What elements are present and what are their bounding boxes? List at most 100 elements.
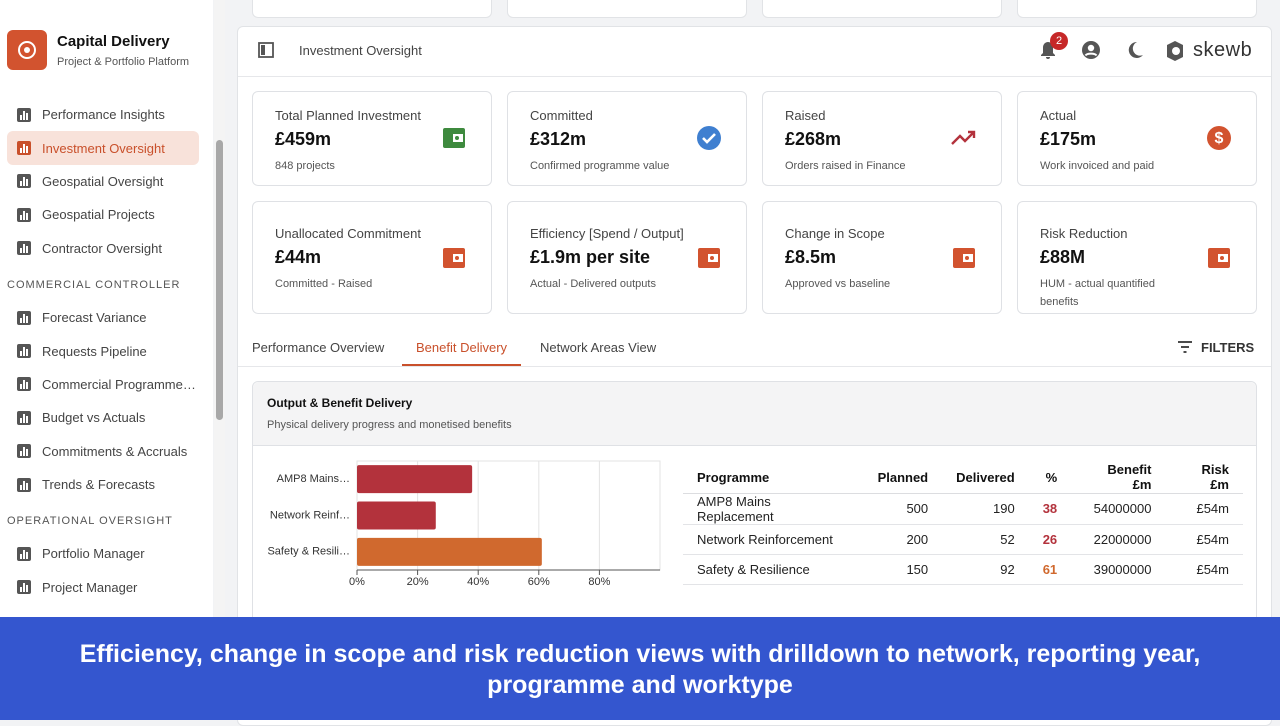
kpi-note: Actual - Delivered outputs bbox=[530, 278, 656, 290]
brand-subtitle: Project & Portfolio Platform bbox=[57, 56, 190, 68]
nav-icon bbox=[17, 580, 31, 595]
nav-icon bbox=[17, 377, 31, 392]
nav-icon bbox=[17, 107, 31, 122]
nav: Performance Insights Investment Oversight… bbox=[0, 98, 213, 604]
nav-item[interactable]: Investment Oversight bbox=[7, 131, 199, 165]
column-header: Delivered bbox=[942, 462, 1029, 494]
nav-heading: Commercial Controller bbox=[7, 278, 181, 291]
kpi-icon bbox=[697, 126, 721, 150]
kpi-card: Committed £312m Confirmed programme value bbox=[507, 91, 747, 186]
kpi-value: £312m bbox=[530, 129, 587, 149]
tab[interactable]: Benefit Delivery bbox=[416, 340, 508, 355]
nav-item[interactable]: Commercial Programme… bbox=[7, 368, 199, 401]
nav-icon bbox=[17, 310, 31, 325]
filters-button[interactable]: FILTERS bbox=[1201, 340, 1255, 355]
nav-label: Portfolio Manager bbox=[42, 546, 145, 562]
tab[interactable]: Performance Overview bbox=[252, 340, 385, 355]
nav-item[interactable]: Performance Insights bbox=[7, 98, 199, 131]
nav-heading: Operational Oversight bbox=[7, 515, 173, 528]
scroll-thumb[interactable] bbox=[216, 140, 223, 420]
kpi-label: Total Planned Investment bbox=[275, 108, 421, 123]
nav-label: Geospatial Projects bbox=[42, 207, 155, 223]
tab-underline bbox=[402, 364, 521, 366]
table-cell: £54m bbox=[1165, 524, 1243, 555]
kpi-card: Change in Scope £8.5m Approved vs baseline bbox=[762, 201, 1002, 314]
x-tick-label: 0% bbox=[349, 576, 365, 588]
kpi-label: Actual bbox=[1040, 108, 1077, 123]
y-tick-label: AMP8 Mains… bbox=[277, 473, 350, 485]
table-cell: AMP8 Mains Replacement bbox=[683, 493, 864, 525]
table-cell: 54000000 bbox=[1071, 493, 1166, 525]
kpi-card: Risk Reduction £88M HUM - actual quantifie… bbox=[1017, 201, 1257, 314]
nav-item[interactable]: Forecast Variance bbox=[7, 301, 199, 334]
table-row: Network Reinforcement 200 52 26 22000000 £54m bbox=[683, 524, 1243, 555]
nav-icon bbox=[17, 477, 31, 492]
nav-item[interactable]: Project Manager bbox=[7, 571, 199, 604]
kpi-note: Approved vs baseline bbox=[785, 278, 891, 290]
tab[interactable]: Network Areas View bbox=[540, 340, 657, 355]
divider bbox=[238, 76, 1271, 77]
table-row: Safety & Resilience 150 92 61 39000000 £54m bbox=[683, 554, 1243, 585]
logo-text: skewb bbox=[1193, 39, 1253, 61]
card-edge bbox=[762, 0, 1002, 18]
nav-item[interactable]: Contractor Oversight bbox=[7, 232, 199, 265]
nav-label: Forecast Variance bbox=[42, 310, 147, 326]
kpi-label: Committed bbox=[530, 108, 593, 123]
nav-icon bbox=[17, 174, 31, 189]
kpi-card: Raised £268m Orders raised in Finance bbox=[762, 91, 1002, 186]
nav-label: Budget vs Actuals bbox=[42, 410, 146, 426]
nav-item[interactable]: Requests Pipeline bbox=[7, 334, 199, 367]
kpi-label: Efficiency [Spend / Output] bbox=[530, 226, 684, 241]
nav-item[interactable]: Budget vs Actuals bbox=[7, 401, 199, 434]
account-icon[interactable] bbox=[1081, 40, 1101, 60]
filter-icon[interactable] bbox=[1177, 340, 1193, 354]
notification-badge: 2 bbox=[1050, 32, 1068, 50]
kpi-note: HUM - actual quantified benefits bbox=[1040, 278, 1155, 308]
divider bbox=[238, 366, 1271, 367]
kpi-note: 848 projects bbox=[275, 160, 335, 172]
bar-chart: 0% 20% 40% 60% 80% AMP8 Mains… Network Reinf… S… bbox=[267, 460, 661, 588]
table-cell: 22000000 bbox=[1071, 524, 1166, 555]
nav-item[interactable]: Portfolio Manager bbox=[7, 537, 199, 570]
nav-icon bbox=[17, 410, 31, 425]
x-tick-label: 20% bbox=[407, 576, 429, 588]
nav-label: Contractor Oversight bbox=[42, 240, 162, 256]
kpi-icon bbox=[953, 248, 975, 268]
nav-item[interactable]: Commitments & Accruals bbox=[7, 435, 199, 468]
nav-label: Commitments & Accruals bbox=[42, 443, 188, 459]
table-cell: Safety & Resilience bbox=[683, 554, 864, 585]
table-cell: 500 bbox=[863, 493, 943, 525]
table-cell: 26 bbox=[1028, 524, 1072, 555]
nav-label: Performance Insights bbox=[42, 107, 165, 123]
panel-title: Output & Benefit Delivery bbox=[267, 396, 413, 410]
sidebar-toggle[interactable] bbox=[257, 41, 275, 59]
panel-header bbox=[253, 382, 1256, 446]
kpi-value: £1.9m per site bbox=[530, 247, 651, 267]
kpi-icon: $ bbox=[1207, 126, 1231, 150]
page-title: Investment Oversight bbox=[299, 43, 422, 58]
nav-label: Geospatial Oversight bbox=[42, 173, 164, 189]
kpi-value: £44m bbox=[275, 247, 322, 267]
x-tick-label: 40% bbox=[467, 576, 489, 588]
nav-icon bbox=[17, 241, 31, 256]
table-cell: £54m bbox=[1165, 554, 1243, 585]
theme-icon[interactable] bbox=[1125, 40, 1145, 60]
sidebar: Capital Delivery Project & Portfolio Pla… bbox=[0, 0, 213, 720]
card-edge bbox=[507, 0, 747, 18]
kpi-icon bbox=[443, 128, 465, 148]
nav-item[interactable]: Trends & Forecasts bbox=[7, 468, 199, 501]
nav-item[interactable]: Geospatial Projects bbox=[7, 198, 199, 231]
bar bbox=[357, 501, 436, 530]
column-header: Risk £m bbox=[1165, 462, 1243, 494]
kpi-value: £88M bbox=[1040, 247, 1086, 267]
table-header: Programme Planned Delivered% Benefit £m Risk… bbox=[683, 462, 1243, 494]
column-header: Planned bbox=[863, 462, 943, 494]
brand-title: Capital Delivery bbox=[57, 33, 170, 50]
x-tick-label: 60% bbox=[528, 576, 550, 588]
nav-icon bbox=[17, 344, 31, 359]
card-edge bbox=[1017, 0, 1257, 18]
nav-item[interactable]: Geospatial Oversight bbox=[7, 165, 199, 198]
kpi-value: £8.5m bbox=[785, 247, 837, 267]
programme-table: Programme Planned Delivered% Benefit £m Risk… bbox=[683, 462, 1243, 585]
